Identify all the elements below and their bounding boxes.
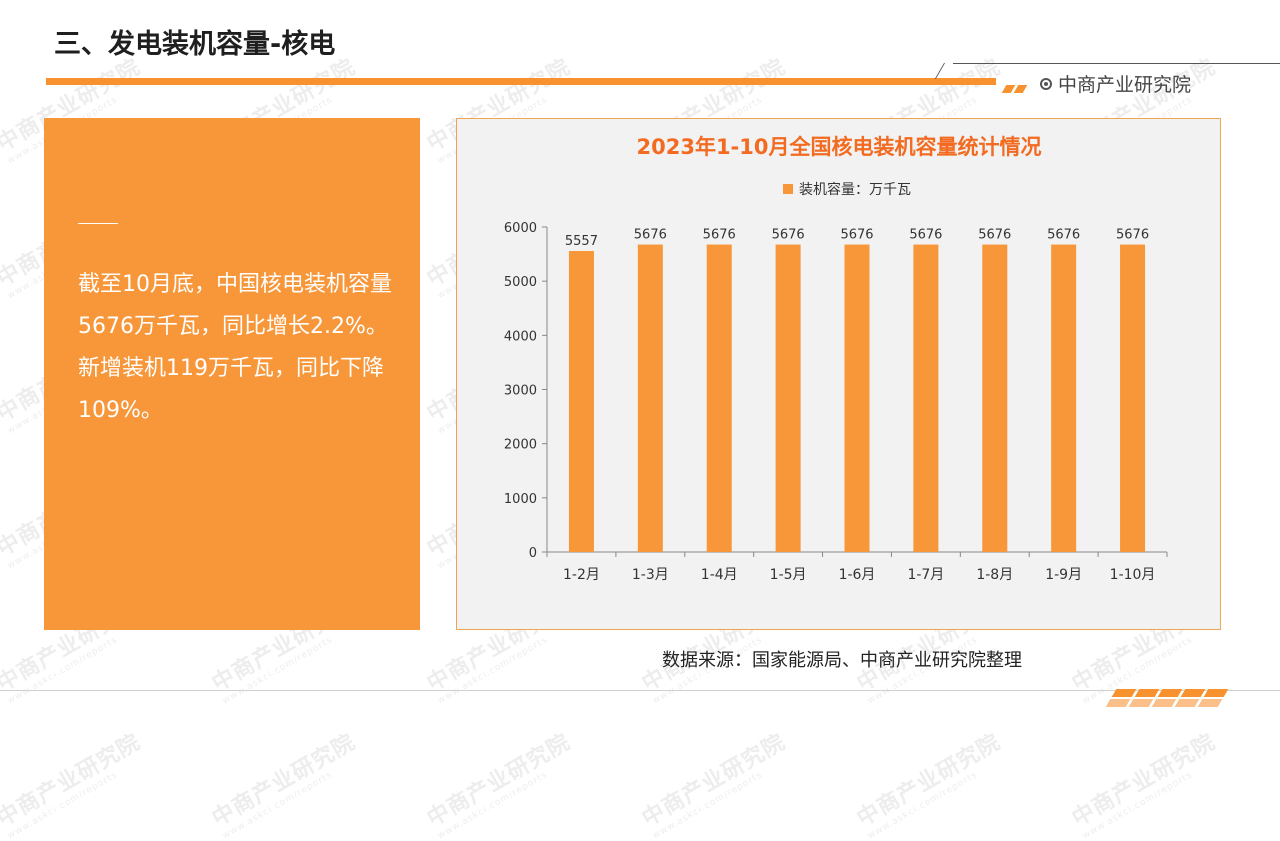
x-tick-label: 1-2月 (563, 567, 600, 583)
watermark-url: www.askci.com/reports (6, 635, 120, 707)
x-tick-label: 1-6月 (839, 567, 876, 583)
info-divider (78, 223, 118, 224)
watermark-url: www.askci.com/reports (6, 770, 120, 841)
chart-panel: 2023年1-10月全国核电装机容量统计情况装机容量：万千瓦 0 1000 2000 3… (456, 118, 1221, 630)
info-card: 截至10月底，中国核电装机容量5676万千瓦，同比增长2.2%。新增装机119万… (44, 118, 420, 630)
title-stripe-decoration (1001, 78, 1028, 97)
watermark-text: 中商产业研究院 (853, 729, 1005, 832)
chart-title: 2023年1-10月全国核电装机容量统计情况 (637, 135, 1042, 159)
data-label: 5676 (909, 228, 942, 243)
brand: 中商产业研究院 (1040, 70, 1191, 97)
footer-stripe-decoration (1105, 682, 1229, 707)
title-underline-bar (46, 78, 996, 85)
info-text: 截至10月底，中国核电装机容量5676万千瓦，同比增长2.2%。新增装机119万… (78, 272, 392, 423)
bar (1051, 244, 1077, 553)
bar (844, 244, 870, 553)
x-tick-label: 1-5月 (770, 567, 807, 583)
watermark-url: www.askci.com/reports (866, 770, 980, 841)
data-label: 5676 (634, 228, 667, 243)
bar (775, 244, 801, 553)
data-label: 5676 (772, 228, 805, 243)
y-tick-label: 3000 (504, 384, 537, 399)
y-tick-label: 1000 (504, 492, 537, 507)
watermark-text: 中商产业研究院 (0, 729, 145, 832)
legend-label: 装机容量：万千瓦 (799, 181, 911, 198)
header-divider-slant (934, 63, 945, 79)
footer-line (0, 690, 1280, 691)
header-divider-line (953, 63, 1280, 64)
data-label: 5676 (840, 228, 873, 243)
data-label: 5557 (565, 234, 598, 249)
data-label: 5676 (1047, 228, 1080, 243)
data-label: 5676 (978, 228, 1011, 243)
x-tick-label: 1-3月 (632, 567, 669, 583)
bar (913, 244, 939, 553)
watermark-text: 中商产业研究院 (638, 729, 790, 832)
x-tick-label: 1-8月 (976, 567, 1013, 583)
x-tick-label: 1-10月 (1110, 567, 1156, 583)
watermark-url: www.askci.com/reports (221, 770, 335, 841)
watermark-url: www.askci.com/reports (651, 770, 765, 841)
y-tick-label: 6000 (504, 221, 537, 236)
bar (637, 244, 663, 553)
watermark-url: www.askci.com/reports (436, 770, 550, 841)
bar (982, 244, 1008, 553)
target-circle-icon (1040, 77, 1052, 90)
y-tick-label: 5000 (504, 275, 537, 290)
watermark-text: 中商产业研究院 (208, 729, 360, 832)
bar (1120, 244, 1146, 553)
x-tick-label: 1-7月 (907, 567, 944, 583)
page-title: 三、发电装机容量-核电 (54, 29, 336, 60)
data-label: 5676 (1116, 228, 1149, 243)
brand-name: 中商产业研究院 (1058, 74, 1192, 96)
y-tick-label: 0 (529, 546, 537, 561)
legend-swatch (783, 184, 793, 194)
watermark-url: www.askci.com/reports (1081, 770, 1195, 841)
watermark-text: 中商产业研究院 (423, 729, 575, 832)
x-tick-label: 1-9月 (1045, 567, 1082, 583)
data-label: 5676 (703, 228, 736, 243)
watermark-text: 中商产业研究院 (1068, 729, 1220, 832)
source-note: 数据来源：国家能源局、中商产业研究院整理 (662, 650, 1022, 671)
y-tick-label: 4000 (504, 329, 537, 344)
bar (706, 244, 732, 553)
bar (568, 250, 594, 552)
y-tick-label: 2000 (504, 438, 537, 453)
watermark-url: www.askci.com/reports (221, 635, 335, 707)
x-tick-label: 1-4月 (701, 567, 738, 583)
